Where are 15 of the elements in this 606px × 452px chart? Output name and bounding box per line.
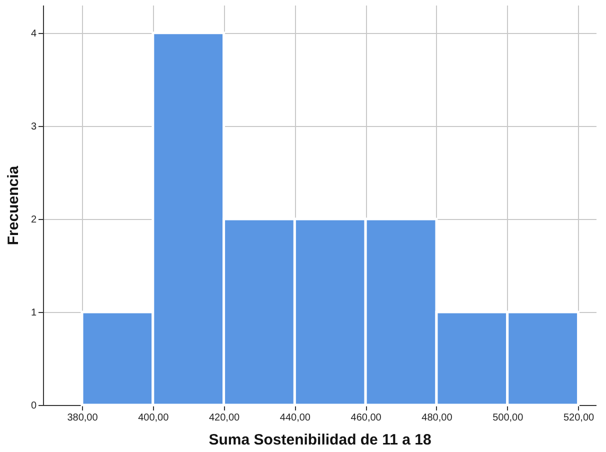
- x-tick-label: 520,00: [563, 412, 595, 424]
- y-tick-label: 2: [30, 214, 37, 226]
- y-tick-label: 4: [30, 28, 37, 40]
- y-tick-label: 3: [30, 121, 37, 132]
- x-tick-label: 480,00: [422, 412, 453, 424]
- x-axis-title: Suma Sostenibilidad de 11 a 18: [208, 432, 432, 448]
- y-axis-title: Frecuencia: [4, 165, 22, 246]
- x-tick-label: 460,00: [350, 412, 382, 424]
- x-tick-label: 500,00: [492, 412, 524, 424]
- y-tick-label: 1: [30, 307, 37, 318]
- x-tick-label: 400,00: [138, 412, 170, 424]
- x-tick-label: 420,00: [208, 412, 240, 424]
- x-tick-label: 380,00: [67, 412, 98, 424]
- y-tick-label: 0: [30, 400, 37, 412]
- x-tick-label: 440,00: [280, 412, 311, 424]
